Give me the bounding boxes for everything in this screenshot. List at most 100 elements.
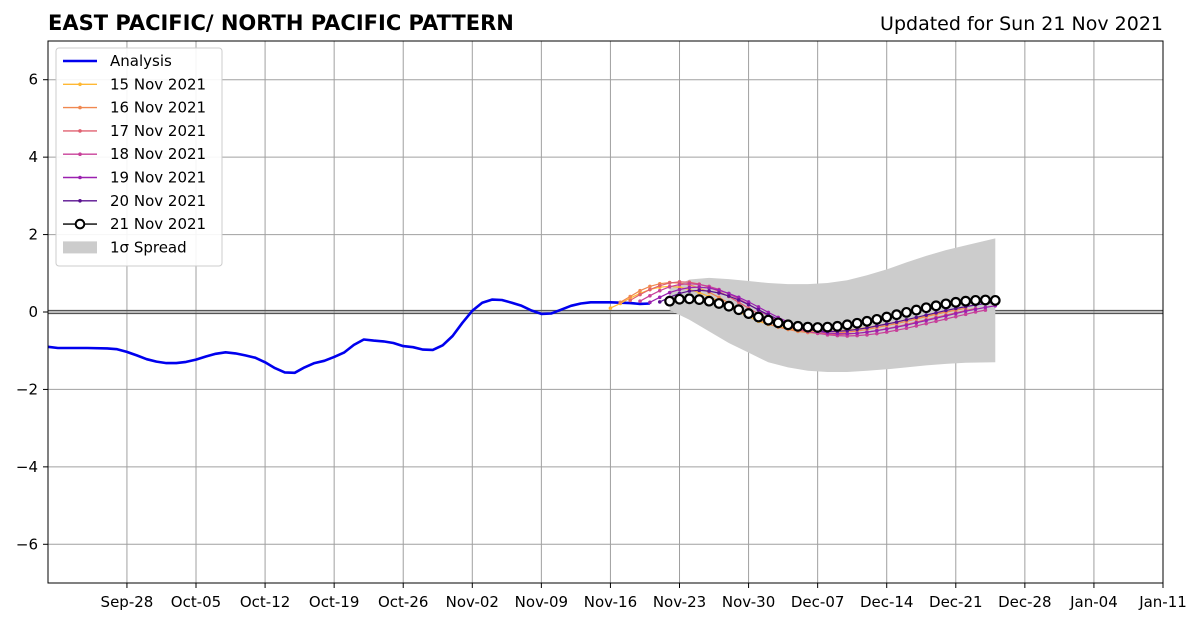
y-tick-label: −6: [16, 535, 38, 553]
chart-subtitle: Updated for Sun 21 Nov 2021: [880, 13, 1163, 35]
series-point-5: [648, 300, 652, 305]
series-point-3: [657, 283, 662, 288]
legend-label: 1σ Spread: [110, 238, 187, 256]
x-tick-label: Jan-11: [1138, 593, 1187, 611]
series-point-5: [855, 331, 859, 336]
forecast-point: [920, 302, 932, 314]
legend-marker: [78, 175, 82, 180]
series-point-1: [608, 306, 613, 310]
series-point-6: [746, 302, 751, 307]
series-point-4: [865, 333, 869, 337]
forecast-point: [743, 308, 754, 319]
forecast-point: [960, 295, 972, 307]
series-point-6: [944, 308, 948, 313]
y-tick-label: 2: [28, 226, 38, 244]
series-point-5: [904, 323, 909, 327]
forecast-point: [792, 320, 804, 332]
series-point-4: [914, 324, 919, 328]
forecast-point: [851, 317, 863, 329]
series-point-3: [628, 298, 632, 303]
series-point-5: [894, 325, 899, 329]
series-point-6: [717, 291, 721, 295]
series-point-6: [914, 315, 919, 320]
series-point-5: [756, 305, 761, 309]
series-point-5: [865, 330, 869, 334]
forecast-point: [881, 311, 893, 323]
legend-marker: [78, 105, 82, 110]
y-tick-label: −2: [16, 380, 38, 398]
series-point-6: [736, 298, 741, 302]
x-tick-label: Nov-09: [515, 593, 568, 611]
series-point-5: [736, 295, 741, 300]
series-point-5: [934, 316, 938, 320]
series-point-5: [983, 305, 988, 310]
forecast-point: [970, 294, 981, 306]
x-tick-label: Sep-28: [101, 593, 154, 611]
series-point-4: [924, 321, 928, 326]
series-point-2: [648, 284, 652, 289]
legend-label: 21 Nov 2021: [110, 215, 206, 233]
series-point-6: [697, 288, 702, 293]
axes: Sep-28 Oct-05 Oct-12 Oct-19 Oct-26 Nov-02 Nov-…: [16, 40, 1187, 611]
forecast-point: [664, 295, 676, 307]
series-point-4: [687, 281, 692, 286]
series-point-5: [944, 314, 948, 318]
x-tick-label: Oct-19: [309, 593, 359, 611]
series-point-5: [924, 318, 928, 323]
series-point-6: [894, 320, 899, 324]
legend-marker: [78, 82, 82, 87]
forecast-point: [841, 319, 853, 331]
series-point-5: [973, 307, 978, 312]
series-point-5: [884, 327, 889, 331]
series-point-4: [657, 288, 662, 293]
forecast-point: [979, 294, 991, 306]
legend-label: 20 Nov 2021: [110, 192, 206, 210]
forecast-point: [812, 322, 824, 333]
series-point-6: [687, 289, 692, 293]
series-point-5: [697, 285, 702, 290]
legend-label: 17 Nov 2021: [110, 122, 206, 140]
legend-box: [55, 47, 223, 267]
forecast-point: [703, 295, 715, 307]
y-tick-label: −4: [16, 458, 38, 476]
legend-label: 15 Nov 2021: [110, 75, 206, 93]
series-point-4: [648, 293, 652, 298]
chart-title: EAST PACIFIC/ NORTH PACIFIC PATTERN: [48, 11, 514, 35]
legend-label: 19 Nov 2021: [110, 169, 206, 187]
series-point-2: [638, 288, 642, 293]
forecast-point: [910, 304, 922, 316]
legend-spread-swatch: [63, 241, 97, 254]
x-tick-label: Jan-04: [1069, 593, 1118, 611]
legend-label: 18 Nov 2021: [110, 145, 206, 163]
series-point-4: [934, 319, 938, 324]
forecast-point: [753, 311, 764, 323]
series-point-5: [953, 311, 958, 316]
forecast-point: [871, 313, 883, 325]
legend-marker: [78, 129, 82, 133]
series-point-5: [914, 321, 919, 325]
series-point-5: [717, 288, 721, 293]
forecast-point: [989, 294, 1001, 306]
forecast-point: [772, 317, 784, 329]
x-tick-label: Oct-05: [171, 593, 221, 611]
legend: Analysis 15 Nov 2021 16 Nov 2021 17 Nov 202…: [55, 47, 223, 267]
series-point-3: [667, 281, 672, 285]
series-point-5: [963, 309, 968, 314]
series-point-6: [657, 300, 662, 304]
series-point-6: [884, 322, 889, 326]
series-point-4: [875, 331, 879, 336]
series-point-4: [963, 312, 968, 317]
series-line-0: [47, 298, 650, 375]
series-point-3: [677, 280, 682, 284]
forecast-point: [950, 296, 962, 308]
series-point-6: [934, 310, 938, 315]
series-point-4: [677, 282, 682, 287]
x-tick-label: Oct-12: [240, 593, 290, 611]
series-point-5: [657, 295, 662, 300]
legend-marker: [78, 199, 82, 203]
forecast-point: [831, 320, 843, 332]
series-point-3: [648, 287, 652, 292]
forecast-point: [713, 298, 725, 309]
forecast-point: [723, 300, 735, 312]
series-point-4: [884, 330, 889, 334]
